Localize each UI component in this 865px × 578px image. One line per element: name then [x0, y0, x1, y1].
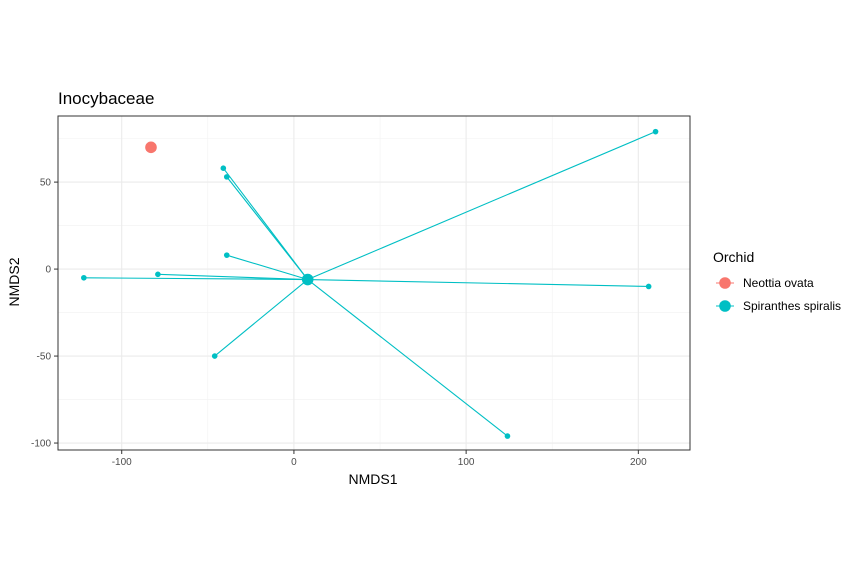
centroid-point [301, 273, 314, 286]
x-tick-label: 0 [291, 457, 297, 468]
x-tick-label: 200 [630, 457, 647, 468]
legend-key-dot [719, 277, 731, 289]
legend-title: Orchid [713, 249, 754, 265]
legend-label: Spiranthes spiralis [743, 299, 841, 313]
spider-line [307, 278, 649, 288]
y-tick-label: 50 [40, 178, 52, 189]
data-points [81, 128, 659, 439]
x-axis-title: NMDS1 [348, 471, 397, 487]
spider-line [307, 279, 508, 437]
y-tick-label: 0 [45, 265, 51, 276]
centroid-point [145, 141, 157, 154]
data-point [645, 283, 652, 290]
data-point [211, 353, 218, 359]
y-tick-label: -50 [37, 352, 52, 363]
x-axis-ticks: -100 0 100 200 [112, 450, 647, 468]
spider-line [157, 273, 308, 281]
legend: Orchid Neottia ovata Spiranthes spiralis [713, 249, 841, 313]
legend-label: Neottia ovata [743, 276, 814, 290]
spider-line [307, 131, 656, 281]
spider-line [214, 279, 309, 357]
y-tick-label: -100 [31, 439, 51, 450]
y-axis-title: NMDS2 [6, 257, 22, 306]
data-point [652, 128, 659, 135]
x-tick-label: 100 [458, 457, 475, 468]
grid [58, 116, 690, 450]
spider-line [226, 176, 309, 280]
x-tick-label: -100 [112, 457, 132, 468]
legend-key-dot [719, 300, 731, 312]
data-point [155, 271, 161, 278]
data-point [81, 274, 87, 281]
spider-line [226, 254, 308, 281]
y-axis-ticks: -100 -50 0 50 [31, 178, 58, 450]
data-point [220, 165, 227, 171]
data-point [504, 433, 511, 439]
chart-title: Inocybaceae [58, 89, 154, 108]
data-point [223, 252, 230, 258]
data-point [223, 174, 230, 180]
spider-lines [83, 131, 656, 437]
spider-line [83, 277, 308, 281]
panel-border [57, 115, 691, 451]
